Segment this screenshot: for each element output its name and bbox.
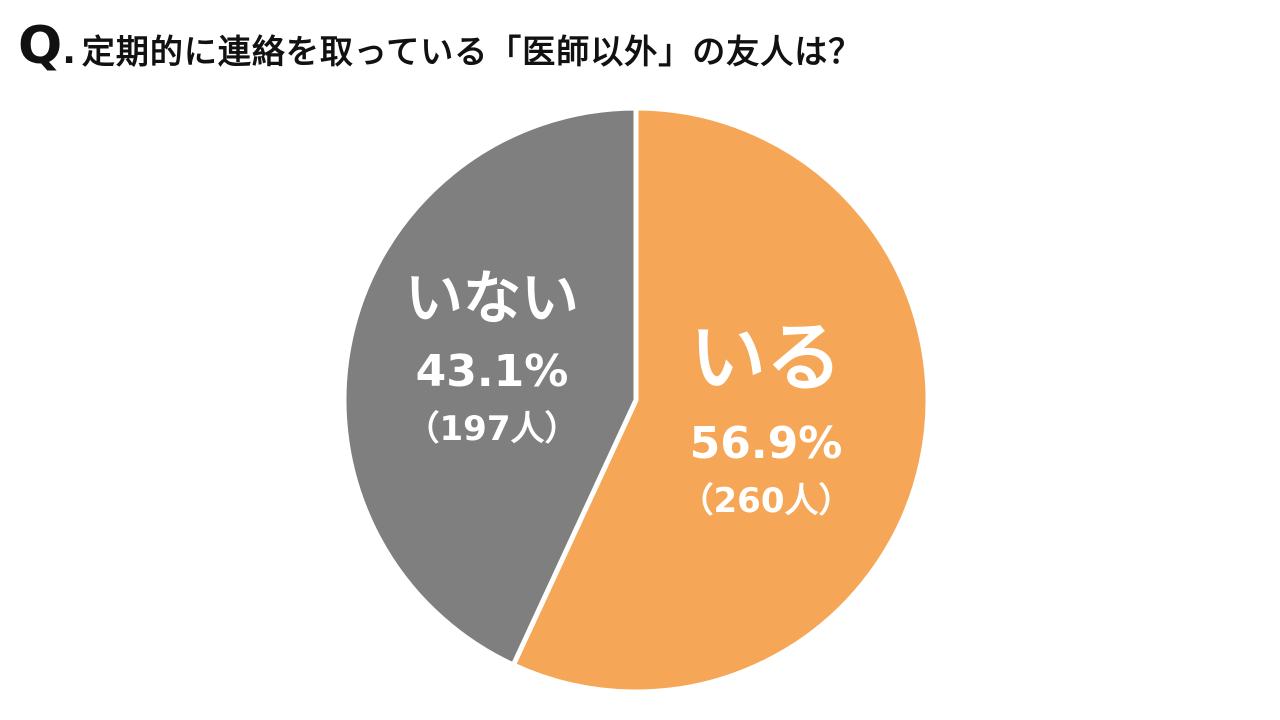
pie-slices [341, 105, 931, 695]
pie-labels: いない 43.1% （197人） いる 56.9% （260人） [405, 264, 853, 521]
slice-percent-inai: 43.1% [416, 346, 569, 397]
question-dot: . [62, 31, 76, 72]
pie-slice-iru [510, 105, 931, 695]
slice-label-inai: いない [405, 264, 579, 332]
question-mark-letter: Q [18, 16, 63, 76]
slice-count-iru: （260人） [680, 481, 853, 521]
chart-title: Q . 定期的に連絡を取っている「医師以外」の友人は？ [18, 14, 862, 78]
pie-slice-inai [341, 105, 639, 669]
slice-percent-iru: 56.9% [690, 418, 843, 469]
slice-count-inai: （197人） [406, 409, 579, 449]
question-text: 定期的に連絡を取っている「医師以外」の友人は？ [81, 32, 863, 71]
slice-label-iru: いる [690, 313, 842, 402]
